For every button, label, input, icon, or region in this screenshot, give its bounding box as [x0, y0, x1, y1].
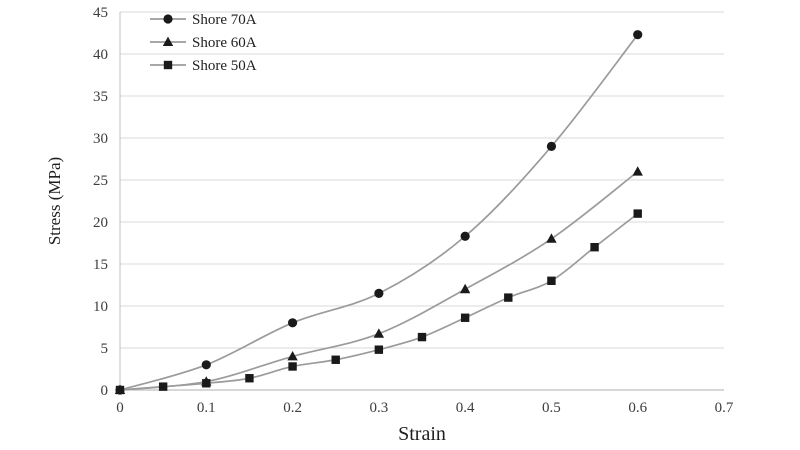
y-tick-label: 40 [93, 47, 108, 63]
y-axis-title: Stress (MPa) [45, 157, 64, 245]
series-marker [287, 318, 298, 328]
series-marker [504, 293, 513, 302]
series-marker [460, 313, 470, 322]
series-marker [417, 332, 427, 342]
series-marker [158, 382, 168, 391]
legend-item: Shore 60A [150, 35, 257, 51]
series-marker [287, 351, 298, 361]
series-marker [163, 14, 173, 24]
series-marker [460, 231, 470, 241]
x-tick-label: 0.5 [542, 400, 561, 416]
series-marker [163, 60, 173, 70]
x-tick-label: 0.6 [628, 400, 647, 416]
legend-item: Shore 50A [150, 58, 257, 74]
y-tick-label: 10 [93, 299, 108, 315]
y-tick-label: 30 [93, 131, 108, 147]
legend-item: Shore 70A [150, 12, 257, 28]
axis-tick-labels: 0 5 10 15 20 25 30 35 40 45 0 0.1 0.2 0.3 0.4 0.5 0.6 0.7 [93, 5, 734, 416]
x-axis-title: Strain [398, 423, 446, 445]
series-marker [632, 166, 643, 176]
series-marker [547, 276, 556, 285]
y-tick-label: 5 [101, 341, 109, 357]
x-tick-label: 0 [116, 400, 124, 416]
x-tick-label: 0.7 [715, 400, 734, 416]
series-marker [331, 355, 340, 364]
series-marker [546, 233, 557, 243]
y-tick-label: 0 [101, 383, 109, 399]
x-tick-label: 0.2 [283, 400, 302, 416]
x-tick-label: 0.1 [197, 400, 216, 416]
y-tick-label: 35 [93, 89, 108, 105]
series-marker [590, 243, 599, 252]
y-tick-label: 25 [93, 173, 108, 189]
series-marker [245, 374, 254, 383]
series-marker [633, 30, 643, 40]
series-marker [288, 362, 297, 371]
x-tick-label: 0.3 [369, 400, 388, 416]
series-marker [373, 328, 385, 338]
series-marker [374, 345, 384, 354]
legend-label: Shore 70A [192, 12, 257, 28]
series-line-shore-60a [119, 170, 639, 391]
y-tick-label: 15 [93, 257, 108, 273]
series-marker [633, 209, 642, 218]
legend-label: Shore 50A [192, 58, 257, 74]
series-marker [459, 283, 471, 294]
y-tick-label: 45 [93, 5, 108, 21]
axis-lines [119, 12, 724, 391]
series-marker [201, 360, 211, 370]
y-tick-label: 20 [93, 215, 108, 231]
series-marker [202, 379, 211, 388]
series-marker [115, 385, 125, 395]
x-tick-label: 0.4 [456, 400, 475, 416]
series-line-shore-50a [119, 212, 639, 391]
data-series [114, 30, 643, 395]
legend-label: Shore 60A [192, 35, 257, 51]
series-marker [374, 288, 384, 298]
series-marker [162, 36, 174, 46]
legend: Shore 70A Shore 60A Shore 50A [150, 12, 257, 74]
gridlines [120, 11, 724, 391]
series-marker [546, 141, 557, 151]
